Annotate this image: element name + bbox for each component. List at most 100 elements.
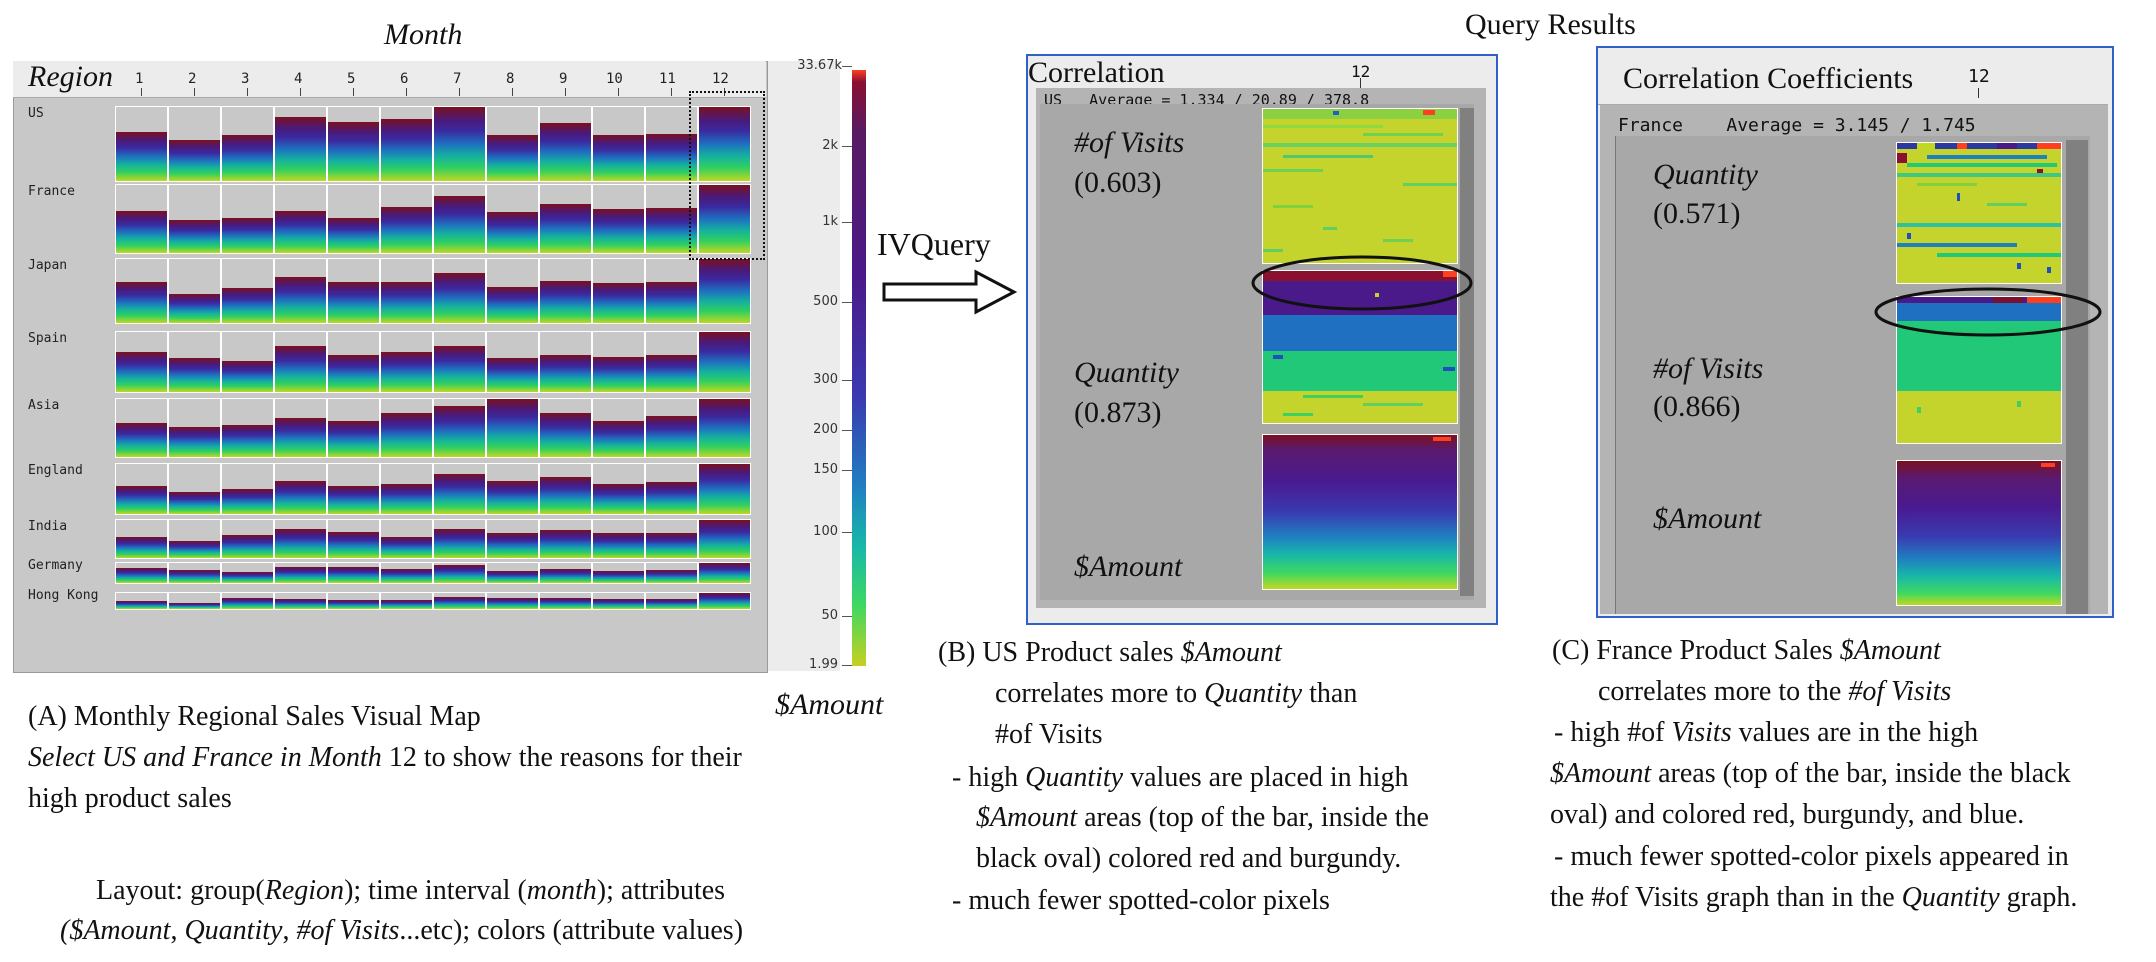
- map-cell[interactable]: [327, 184, 380, 254]
- map-cell[interactable]: [645, 398, 698, 458]
- map-cell[interactable]: [221, 331, 274, 393]
- map-cell[interactable]: [486, 258, 539, 324]
- map-cell[interactable]: [168, 331, 221, 393]
- map-cell[interactable]: [221, 463, 274, 515]
- map-cell[interactable]: [327, 463, 380, 515]
- map-cell[interactable]: [433, 463, 486, 515]
- map-cell[interactable]: [486, 184, 539, 254]
- map-cell[interactable]: [274, 106, 327, 182]
- map-cell[interactable]: [168, 398, 221, 458]
- map-cell[interactable]: [168, 184, 221, 254]
- map-cell[interactable]: [433, 592, 486, 610]
- map-cell[interactable]: [380, 184, 433, 254]
- map-cell[interactable]: [115, 519, 168, 559]
- map-cell[interactable]: [433, 331, 486, 393]
- map-cell[interactable]: [592, 463, 645, 515]
- map-cell[interactable]: [327, 592, 380, 610]
- map-cell[interactable]: [327, 258, 380, 324]
- map-cell[interactable]: [486, 592, 539, 610]
- map-cell[interactable]: [274, 562, 327, 584]
- map-cell[interactable]: [698, 519, 751, 559]
- map-cell[interactable]: [115, 398, 168, 458]
- map-cell[interactable]: [221, 258, 274, 324]
- map-cell[interactable]: [168, 463, 221, 515]
- map-cell[interactable]: [115, 562, 168, 584]
- map-cell[interactable]: [327, 562, 380, 584]
- map-cell[interactable]: [539, 258, 592, 324]
- map-cell[interactable]: [433, 106, 486, 182]
- map-cell[interactable]: [380, 519, 433, 559]
- map-cell[interactable]: [433, 519, 486, 559]
- map-cell[interactable]: [539, 519, 592, 559]
- map-cell[interactable]: [221, 592, 274, 610]
- map-cell[interactable]: [698, 331, 751, 393]
- map-cell[interactable]: [592, 398, 645, 458]
- map-cell[interactable]: [221, 106, 274, 182]
- map-cell[interactable]: [274, 184, 327, 254]
- map-cell[interactable]: [592, 562, 645, 584]
- map-cell[interactable]: [645, 592, 698, 610]
- map-cell[interactable]: [433, 258, 486, 324]
- map-cell[interactable]: [698, 562, 751, 584]
- map-cell[interactable]: [486, 519, 539, 559]
- map-cell[interactable]: [380, 398, 433, 458]
- map-cell[interactable]: [698, 463, 751, 515]
- map-cell[interactable]: [274, 331, 327, 393]
- map-cell[interactable]: [380, 562, 433, 584]
- map-cell[interactable]: [645, 331, 698, 393]
- map-cell[interactable]: [592, 106, 645, 182]
- map-cell[interactable]: [380, 592, 433, 610]
- map-cell[interactable]: [592, 592, 645, 610]
- map-cell[interactable]: [698, 592, 751, 610]
- map-cell[interactable]: [539, 106, 592, 182]
- map-cell[interactable]: [115, 592, 168, 610]
- map-cell[interactable]: [221, 562, 274, 584]
- map-cell[interactable]: [539, 331, 592, 393]
- map-cell[interactable]: [115, 184, 168, 254]
- map-cell[interactable]: [115, 258, 168, 324]
- map-cell[interactable]: [115, 106, 168, 182]
- map-cell[interactable]: [486, 106, 539, 182]
- map-cell[interactable]: [433, 184, 486, 254]
- map-cell[interactable]: [115, 331, 168, 393]
- map-cell[interactable]: [327, 331, 380, 393]
- map-cell[interactable]: [168, 592, 221, 610]
- map-cell[interactable]: [433, 562, 486, 584]
- map-cell[interactable]: [592, 519, 645, 559]
- map-cell[interactable]: [327, 519, 380, 559]
- map-cell[interactable]: [698, 184, 751, 254]
- map-cell[interactable]: [539, 562, 592, 584]
- map-cell[interactable]: [221, 519, 274, 559]
- map-cell[interactable]: [539, 463, 592, 515]
- map-cell[interactable]: [168, 519, 221, 559]
- map-cell[interactable]: [433, 398, 486, 458]
- map-cell[interactable]: [274, 463, 327, 515]
- map-cell[interactable]: [645, 258, 698, 324]
- map-cell[interactable]: [221, 184, 274, 254]
- map-cell[interactable]: [380, 463, 433, 515]
- map-cell[interactable]: [221, 398, 274, 458]
- map-cell[interactable]: [645, 519, 698, 559]
- map-cell[interactable]: [592, 331, 645, 393]
- map-cell[interactable]: [274, 258, 327, 324]
- map-cell[interactable]: [592, 184, 645, 254]
- map-cell[interactable]: [115, 463, 168, 515]
- map-cell[interactable]: [327, 106, 380, 182]
- map-cell[interactable]: [380, 258, 433, 324]
- map-cell[interactable]: [486, 463, 539, 515]
- map-cell[interactable]: [168, 258, 221, 324]
- map-cell[interactable]: [380, 331, 433, 393]
- map-cell[interactable]: [168, 106, 221, 182]
- map-cell[interactable]: [539, 592, 592, 610]
- map-cell[interactable]: [698, 398, 751, 458]
- map-cell[interactable]: [380, 106, 433, 182]
- map-cell[interactable]: [327, 398, 380, 458]
- map-cell[interactable]: [539, 398, 592, 458]
- map-cell[interactable]: [168, 562, 221, 584]
- map-cell[interactable]: [645, 463, 698, 515]
- map-cell[interactable]: [486, 398, 539, 458]
- map-cell[interactable]: [645, 562, 698, 584]
- map-cell[interactable]: [274, 592, 327, 610]
- map-cell[interactable]: [274, 398, 327, 458]
- map-cell[interactable]: [274, 519, 327, 559]
